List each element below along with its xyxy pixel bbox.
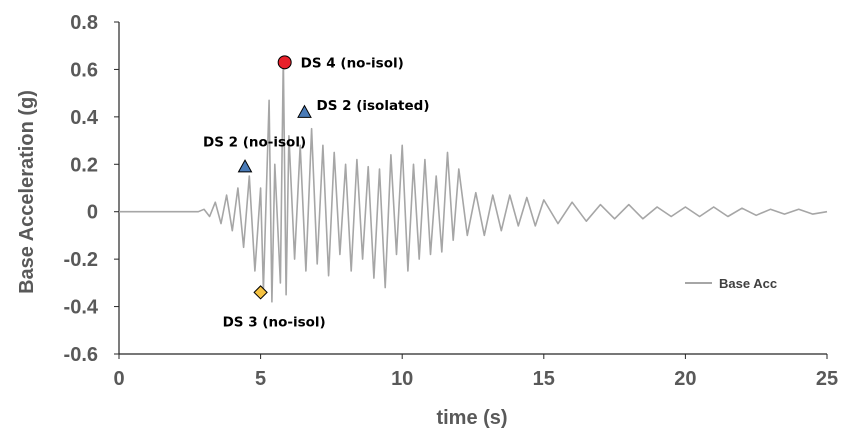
annotation-label: DS 2 (no-isol) — [203, 135, 306, 151]
y-tick-label: 0.4 — [70, 107, 99, 129]
y-tick-label: -0.2 — [64, 249, 98, 271]
y-tick-label: 0 — [87, 202, 98, 224]
y-axis-title: Base Acceleration (g) — [16, 90, 38, 294]
annotation-label: DS 2 (isolated) — [316, 98, 429, 114]
x-tick-label: 15 — [533, 368, 555, 390]
annotations: DS 4 (no-isol) DS 2 (isolated) DS 2 (no-is… — [203, 55, 430, 330]
x-tick-label: 25 — [816, 368, 838, 390]
series-group — [119, 56, 828, 303]
legend: Base Acc — [685, 276, 777, 291]
x-tick-label: 20 — [674, 368, 696, 390]
ticks: 0 5 10 15 20 25 -0.6 -0.4 -0.2 0 0.2 0.4 0.6 0.8 — [64, 12, 839, 390]
annotation-marker-triangle — [297, 104, 312, 118]
annotation-label: DS 4 (no-isol) — [301, 55, 404, 71]
x-tick-label: 0 — [113, 368, 124, 390]
x-tick-label: 10 — [391, 368, 413, 390]
annotation-marker-triangle — [237, 159, 253, 173]
y-tick-label: 0.8 — [70, 12, 98, 34]
x-tick-label: 5 — [255, 368, 266, 390]
annotation-marker-circle — [277, 55, 292, 70]
x-axis-title: time (s) — [436, 407, 507, 429]
y-tick-label: 0.6 — [70, 59, 98, 81]
y-tick-label: -0.4 — [64, 297, 99, 319]
series-line-base-acc — [119, 56, 828, 303]
annotation-label: DS 3 (no-isol) — [223, 314, 326, 330]
axes — [118, 22, 827, 355]
y-tick-label: -0.6 — [64, 344, 98, 366]
legend-label: Base Acc — [719, 276, 777, 291]
y-tick-label: 0.2 — [70, 154, 98, 176]
annotation-marker-diamond — [253, 285, 268, 300]
